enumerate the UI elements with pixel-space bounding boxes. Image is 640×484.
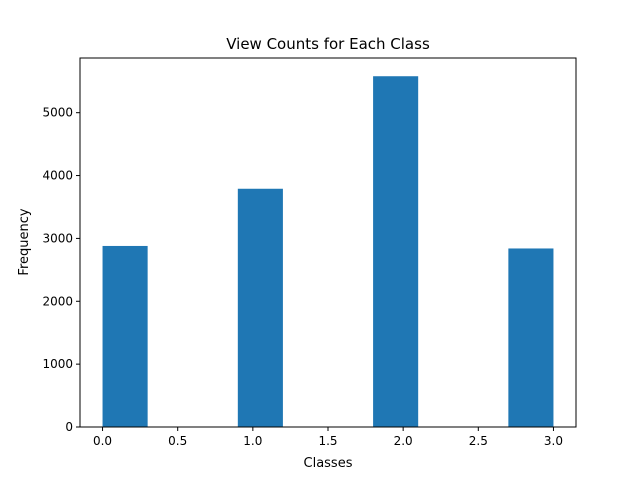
x-tick-label: 0.0 [93,434,112,448]
y-tick-label: 5000 [42,106,73,120]
x-axis-ticks: 0.0 0.5 1.0 1.5 2.0 2.5 3.0 [93,427,563,448]
x-tick-label: 3.0 [544,434,563,448]
x-tick-label: 2.5 [469,434,488,448]
y-axis-label: Frequency [17,208,32,275]
x-axis-label: Classes [304,456,353,471]
y-tick-label: 3000 [42,231,73,245]
y-axis-ticks: 0 1000 2000 3000 4000 5000 [42,106,80,434]
x-tick-label: 1.0 [243,434,262,448]
chart-title: View Counts for Each Class [226,35,430,53]
bars-group [102,76,554,427]
bar-1 [237,188,283,427]
x-tick-label: 2.0 [394,434,413,448]
x-tick-label: 1.5 [318,434,337,448]
bar-0 [102,245,148,427]
y-tick-label: 1000 [42,357,73,371]
y-tick-label: 2000 [42,294,73,308]
y-tick-label: 4000 [42,169,73,183]
bar-3 [508,248,554,427]
plot-area-frame [79,57,577,428]
bar-2 [373,76,419,427]
y-tick-label: 0 [65,420,73,434]
x-tick-label: 0.5 [168,434,187,448]
